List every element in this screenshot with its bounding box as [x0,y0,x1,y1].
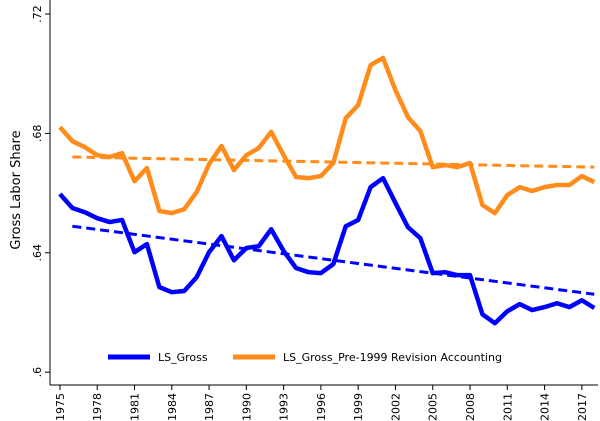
x-tick-label: 2002 [389,393,402,421]
legend-label: LS_Gross [158,351,208,364]
x-tick-label: 1999 [352,393,365,421]
y-axis-label: Gross Labor Share [9,130,24,249]
legend-label: LS_Gross_Pre-1999 Revision Accounting [283,351,502,364]
x-tick-label: 1996 [315,393,328,421]
series-line [58,55,596,216]
x-tick-label: 1990 [240,393,253,421]
x-tick-label: 1993 [278,393,291,421]
x-tick-label: 1981 [128,393,141,421]
x-tick-label: 2011 [501,393,514,421]
x-tick-label: 2017 [576,393,589,421]
trend-line [72,224,595,296]
x-tick-label: 1987 [203,393,216,421]
y-tick-label: .6 [31,367,44,378]
y-tick-label: .68 [31,125,44,143]
y-tick-label: .72 [31,5,44,23]
x-tick-label: 2005 [427,393,440,421]
series-line [58,175,596,326]
x-tick-label: 2008 [464,393,477,421]
trend-line [72,155,595,169]
x-tick-label: 2014 [539,393,552,421]
x-tick-label: 1978 [91,393,104,421]
x-tick-label: 1984 [166,393,179,421]
y-tick-label: .64 [31,244,44,261]
x-tick-label: 1975 [54,393,67,421]
